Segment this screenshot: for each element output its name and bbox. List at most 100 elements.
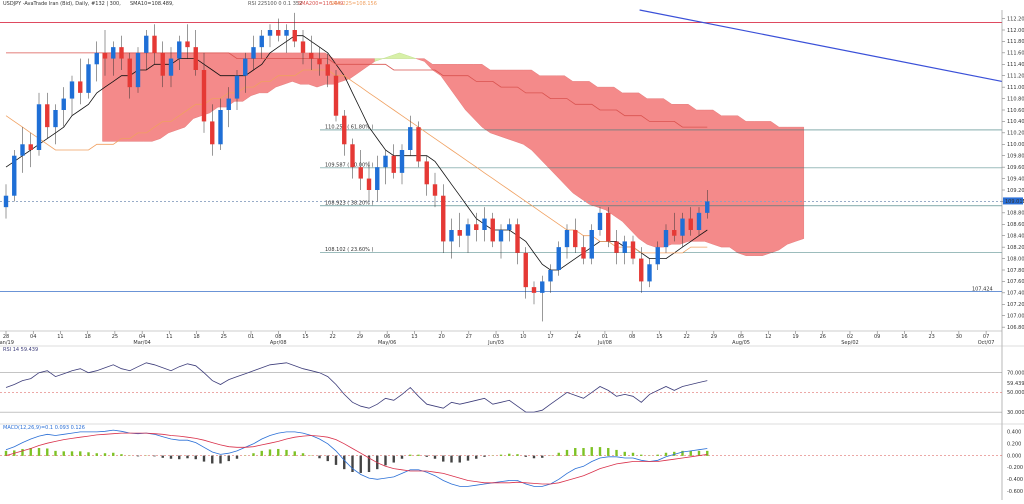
candle-body[interactable] bbox=[556, 247, 561, 270]
candle-body[interactable] bbox=[69, 81, 75, 99]
candle-body[interactable] bbox=[78, 81, 83, 93]
candle-body[interactable] bbox=[300, 41, 306, 53]
candle-body[interactable] bbox=[358, 167, 363, 179]
candle-body[interactable] bbox=[465, 224, 471, 236]
candle-body[interactable] bbox=[432, 184, 438, 196]
candle-body[interactable] bbox=[498, 230, 504, 242]
candle-body[interactable] bbox=[119, 47, 124, 59]
candle-body[interactable] bbox=[655, 247, 660, 265]
candle-body[interactable] bbox=[234, 75, 240, 99]
candle-body[interactable] bbox=[614, 241, 619, 253]
candle-body[interactable] bbox=[531, 287, 537, 293]
candle-body[interactable] bbox=[441, 195, 446, 242]
candle-body[interactable] bbox=[416, 127, 421, 162]
candle-body[interactable] bbox=[144, 35, 149, 53]
price-tick-label: 109.600 bbox=[1007, 165, 1024, 171]
candle-body[interactable] bbox=[111, 47, 116, 59]
trendline[interactable] bbox=[639, 9, 1003, 83]
candle-body[interactable] bbox=[482, 218, 487, 230]
candle-body[interactable] bbox=[160, 52, 165, 76]
candle-body[interactable] bbox=[3, 195, 9, 208]
candle-body[interactable] bbox=[251, 47, 256, 59]
candle-body[interactable] bbox=[152, 35, 157, 53]
candle-body[interactable] bbox=[366, 178, 372, 190]
candle-body[interactable] bbox=[589, 230, 594, 259]
candle-body[interactable] bbox=[597, 212, 603, 230]
candle-body[interactable] bbox=[564, 230, 570, 248]
candle-body[interactable] bbox=[36, 104, 42, 150]
candle-body[interactable] bbox=[540, 281, 545, 293]
candle-body[interactable] bbox=[474, 224, 479, 230]
candle-body[interactable] bbox=[705, 201, 710, 213]
candle-body[interactable] bbox=[210, 121, 215, 145]
candle-body[interactable] bbox=[581, 247, 586, 259]
candle-body[interactable] bbox=[135, 52, 141, 88]
candle-body[interactable] bbox=[292, 30, 297, 42]
candle-body[interactable] bbox=[218, 110, 223, 145]
macd-tick-label: -0.600 bbox=[1007, 489, 1023, 495]
candle-body[interactable] bbox=[350, 144, 355, 168]
candle-body[interactable] bbox=[573, 230, 578, 248]
candle-body[interactable] bbox=[342, 115, 347, 145]
candle-body[interactable] bbox=[53, 110, 58, 128]
candle-body[interactable] bbox=[424, 161, 429, 185]
candle-body[interactable] bbox=[86, 64, 91, 93]
candle-body[interactable] bbox=[177, 41, 182, 59]
rsi-tick-label: 30.000 bbox=[1007, 410, 1024, 416]
candle-body[interactable] bbox=[408, 127, 413, 150]
candle-body[interactable] bbox=[193, 47, 198, 70]
candle-body[interactable] bbox=[168, 58, 174, 76]
candle-body[interactable] bbox=[688, 218, 693, 230]
candle-body[interactable] bbox=[201, 70, 207, 122]
candle-body[interactable] bbox=[28, 144, 33, 150]
candle-body[interactable] bbox=[309, 52, 314, 59]
candle-body[interactable] bbox=[375, 167, 380, 190]
candle-body[interactable] bbox=[259, 35, 264, 48]
candle-body[interactable] bbox=[647, 264, 652, 282]
candle-body[interactable] bbox=[325, 64, 330, 76]
candle-body[interactable] bbox=[622, 241, 627, 253]
price-grid: 107.424 bbox=[0, 22, 1002, 292]
price-tick-label: 111.800 bbox=[1007, 39, 1024, 45]
candle-body[interactable] bbox=[391, 155, 396, 173]
candle-body[interactable] bbox=[490, 218, 495, 242]
candle-body[interactable] bbox=[457, 230, 462, 236]
candle-body[interactable] bbox=[276, 30, 281, 36]
candle-body[interactable] bbox=[696, 212, 702, 230]
candle-body[interactable] bbox=[630, 241, 636, 259]
candle-body[interactable] bbox=[399, 150, 405, 173]
candle-body[interactable] bbox=[94, 52, 99, 65]
candle-body[interactable] bbox=[45, 104, 50, 128]
candle-body[interactable] bbox=[548, 270, 553, 282]
macd-histogram-bar bbox=[161, 455, 164, 458]
candle-body[interactable] bbox=[20, 144, 25, 156]
candle-body[interactable] bbox=[383, 155, 388, 168]
macd-histogram-bar bbox=[541, 455, 544, 458]
candle-body[interactable] bbox=[507, 224, 512, 230]
candle-body[interactable] bbox=[672, 230, 677, 236]
candle-body[interactable] bbox=[449, 230, 454, 242]
candle-body[interactable] bbox=[680, 218, 685, 236]
candle-body[interactable] bbox=[127, 58, 132, 88]
candle-body[interactable] bbox=[515, 224, 520, 253]
x-tick-label: 03 bbox=[493, 334, 499, 340]
chart-headers: USDJPY -AvaTrade Iran (Bid), Daily, #132… bbox=[3, 1, 377, 431]
macd-title: MACD(12,26,9)=0.1 0.093 0.126 bbox=[3, 425, 85, 431]
candle-body[interactable] bbox=[267, 30, 273, 36]
candle-body[interactable] bbox=[185, 41, 190, 48]
candle-body[interactable] bbox=[639, 258, 644, 282]
candle-body[interactable] bbox=[333, 75, 339, 116]
macd-histogram-bar bbox=[95, 453, 98, 456]
macd-histogram-bar bbox=[62, 451, 65, 456]
candle-body[interactable] bbox=[523, 252, 528, 288]
candle-body[interactable] bbox=[317, 58, 322, 65]
candle-body[interactable] bbox=[284, 30, 289, 36]
candle-body[interactable] bbox=[606, 212, 611, 242]
candle-body[interactable] bbox=[12, 155, 17, 196]
candle-body[interactable] bbox=[663, 230, 669, 248]
candle-body[interactable] bbox=[102, 52, 108, 59]
candle-body[interactable] bbox=[61, 98, 66, 110]
candle-body[interactable] bbox=[243, 58, 248, 76]
candle-body[interactable] bbox=[226, 98, 231, 110]
